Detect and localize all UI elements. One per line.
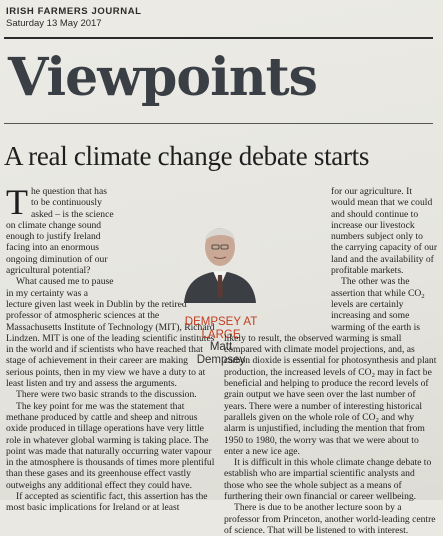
issue-date: Saturday 13 May 2017	[6, 17, 102, 29]
masthead: IRISH FARMERS JOURNAL Saturday 13 May 20…	[6, 6, 142, 30]
article-paragraph: If accepted as scientific fact, this ass…	[6, 491, 208, 514]
author-first-name: Matt	[209, 341, 233, 353]
author-portrait	[180, 205, 260, 303]
author-byline: DEMPSEY AT LARGE Matt Dempsey	[181, 316, 261, 366]
top-rule	[4, 37, 433, 39]
article-paragraph: What caused me to pause in my certainty …	[6, 276, 215, 390]
section-rule	[4, 123, 433, 124]
article-paragraph: The other was the assertion that while C…	[224, 276, 437, 457]
publication-name: IRISH FARMERS JOURNAL	[6, 6, 142, 17]
article-paragraph: The key point for me was the statement t…	[6, 400, 215, 491]
section-title: Viewpoints	[8, 47, 318, 108]
column-name: DEMPSEY AT	[184, 316, 258, 328]
article-paragraph: for our agriculture. It would mean that …	[331, 186, 438, 277]
author-last-name: Dempsey	[196, 353, 246, 366]
article-headline: A real climate change debate starts	[4, 141, 370, 171]
article-paragraph: There were two basic strands to the disc…	[16, 389, 197, 401]
column-name-2: LARGE	[201, 328, 241, 341]
drop-cap: T	[6, 182, 28, 222]
article-paragraph: It is difficult in this whole climate ch…	[224, 457, 432, 503]
float-spacer	[224, 208, 327, 324]
article-column-right: for our agriculture. It would mean that …	[224, 186, 437, 536]
article-paragraph: There is due to be another lecture soon …	[224, 502, 436, 536]
